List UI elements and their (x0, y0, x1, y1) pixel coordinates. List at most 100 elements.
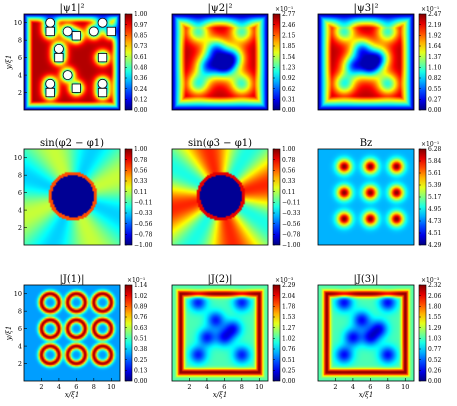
colorbar-tick-label: 1.14 (134, 282, 148, 289)
colorbar-tick-label: 1.23 (282, 65, 296, 72)
ytick-label: 6 (18, 325, 22, 333)
colorbar-tick-label: 0.73 (134, 43, 148, 50)
xtick-label: 6 (74, 383, 78, 391)
colorbar-tick-label: −1.00 (282, 242, 301, 249)
colorbar-tick-label: 0.25 (282, 368, 296, 375)
colorbar-tick-label: 0.24 (134, 86, 148, 93)
vortex-marker-square (54, 53, 64, 63)
colorbar-tick-label: 1.00 (134, 146, 148, 153)
panel-4: sin(φ2 − φ1) 2 4 6 8 10 1.00 0.78 0.56 0.33 0.11 −0… (14, 138, 153, 249)
heatmap-image (172, 285, 268, 381)
colorbar-tick-label: 2.47 (428, 11, 442, 18)
colorbar-scale-label: ×10⁻³ (275, 277, 294, 284)
colorbar-tick-label: −0.56 (134, 221, 153, 228)
colorbar-tick-label: 6.28 (428, 146, 442, 153)
plot-frame (317, 284, 415, 382)
colorbar-tick-label: 5.61 (428, 170, 441, 177)
colorbar-tick-label: 0.36 (134, 75, 148, 82)
panel-title: |J(1)| (60, 274, 85, 285)
colorbar-tick-label: 2.46 (282, 22, 296, 29)
xtick-label: 4 (351, 383, 355, 391)
colorbar-tick-label: 1.00 (282, 146, 296, 153)
colorbar-tick-label: 0.85 (134, 33, 148, 40)
colorbar (124, 13, 133, 111)
colorbar-tick-label: 0.78 (282, 157, 296, 164)
plot-frame (23, 13, 121, 111)
vortex-marker-circle (62, 70, 73, 80)
colorbar (272, 13, 281, 111)
colorbar-tick-label: 0.51 (282, 357, 295, 364)
colorbar-tick-label: 1.37 (428, 54, 442, 61)
colorbar-tick-label: 1.80 (428, 304, 442, 311)
colorbar-tick-label: 2.06 (428, 293, 442, 300)
xtick-label: 10 (107, 383, 115, 391)
colorbar-tick-label: 0.26 (428, 368, 442, 375)
colorbar-tick-label: 1.85 (282, 43, 296, 50)
colorbar-tick-label: 0.00 (428, 107, 442, 114)
colorbar-tick-label: 1.03 (428, 336, 442, 343)
ytick-label: 4 (18, 343, 22, 351)
colorbar-tick-label: 0.76 (282, 346, 296, 353)
panel-5: sin(φ3 − φ1) 1.00 0.78 0.56 0.33 0.11 −0.11 −0.… (171, 138, 301, 249)
colorbar-tick-label: 2.29 (282, 282, 296, 289)
colorbar-tick-label: 0.11 (282, 189, 295, 196)
vortex-marker-square (45, 26, 55, 37)
colorbar-tick-label: 1.64 (428, 43, 442, 50)
colorbar-tick-label: 0.89 (134, 304, 148, 311)
colorbar-tick-label: 1.10 (428, 65, 442, 72)
xtick-label: 10 (401, 383, 409, 391)
panel-title: |ψ3|² (354, 3, 379, 14)
colorbar-tick-label: 2.19 (428, 22, 442, 29)
colorbar-tick-label: 0.11 (134, 189, 147, 196)
colorbar-tick-label: −0.33 (134, 210, 153, 217)
colorbar-tick-label: 0.55 (428, 86, 442, 93)
xtick-label: 6 (222, 383, 226, 391)
colorbar-tick-label: 5.84 (428, 158, 442, 165)
vortex-marker-circle (45, 78, 56, 89)
x-axis-label: x/ξ1 (65, 391, 80, 399)
colorbar-tick-label: 4.73 (428, 218, 442, 225)
ytick-label: 8 (18, 308, 22, 316)
ytick-label: 4 (18, 207, 22, 215)
plot-frame (171, 148, 269, 246)
panel-2: |ψ2|² 2.77 2.46 2.15 1.85 1.54 1.23 0.92 0.62 0.3… (171, 3, 296, 114)
colorbar-tick-label: 1.27 (282, 325, 296, 332)
colorbar (272, 284, 281, 382)
vortex-marker-square (71, 31, 81, 41)
vortex-marker-circle (97, 17, 108, 28)
colorbar-tick-label: −1.00 (134, 242, 153, 249)
panel-title: |ψ1|² (60, 3, 85, 14)
heatmap-image (24, 149, 120, 245)
vortex-marker-circle (62, 26, 73, 37)
ytick-label: 8 (18, 172, 22, 180)
ytick-label: 6 (18, 54, 22, 62)
vortex-marker-square (97, 87, 108, 98)
colorbar-tick-label: 0.38 (134, 346, 148, 353)
colorbar-tick-label: 1.55 (428, 314, 442, 321)
colorbar-tick-label: 0.27 (428, 97, 442, 104)
panel-1: |ψ1|² 2 4 6 8 10 y/ξ1 1.00 0.97 0.85 0.73 0.61 0.48 0… (5, 3, 148, 114)
plot-frame (317, 148, 415, 246)
y-axis-label: y/ξ1 (5, 326, 13, 342)
ytick-label: 10 (14, 154, 22, 162)
panel-title: |J(2)| (208, 274, 233, 285)
panel-6: Bz 6.28 5.84 5.61 5.39 5.17 4.95 4.73 4.51 4.29 ×1… (317, 138, 442, 249)
ytick-label: 6 (18, 189, 22, 197)
vortex-marker-circle (97, 78, 108, 89)
colorbar-tick-label: 0.56 (134, 168, 148, 175)
xtick-label: 8 (240, 383, 244, 391)
panel-title: Bz (360, 138, 373, 149)
plot-frame (23, 148, 121, 246)
colorbar (272, 148, 281, 246)
colorbar-tick-label: 0.31 (282, 97, 295, 104)
ytick-label: 10 (14, 290, 22, 298)
heatmap-image (172, 149, 268, 245)
colorbar-scale-label: ×10⁻¹ (127, 277, 145, 284)
colorbar-tick-label: 0.51 (134, 336, 147, 343)
colorbar-tick-label: 0.48 (134, 65, 148, 72)
colorbar-tick-label: 5.17 (428, 194, 442, 201)
colorbar-tick-label: 0.97 (134, 22, 148, 29)
vortex-marker-square (45, 87, 55, 98)
colorbar-tick-label: −0.56 (282, 221, 301, 228)
